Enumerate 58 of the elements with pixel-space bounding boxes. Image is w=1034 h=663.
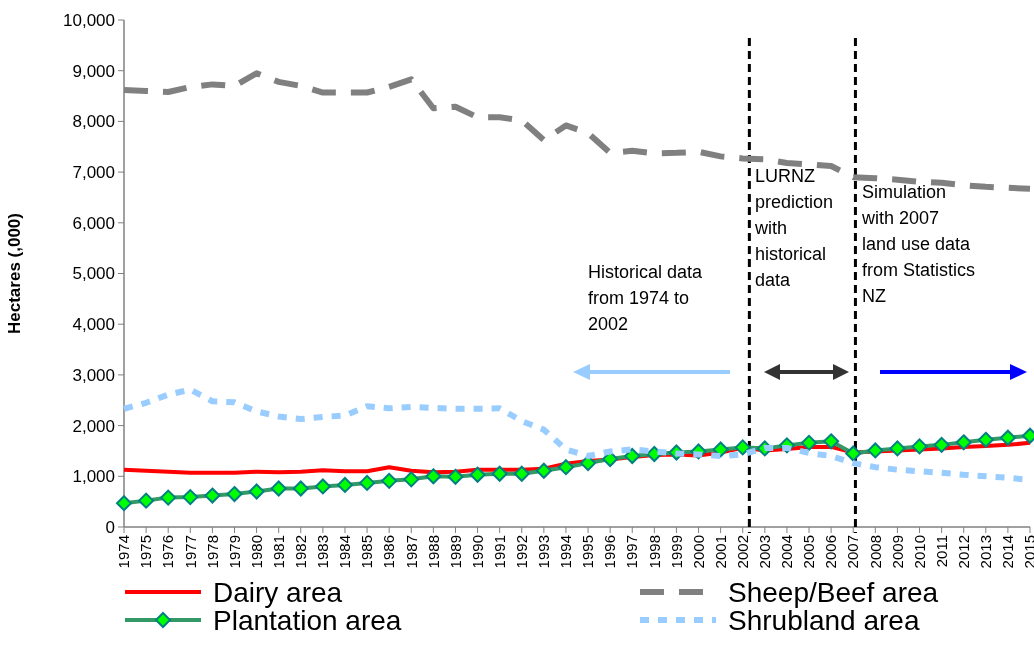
- x-tick-label: 2007: [844, 535, 862, 569]
- x-tick-label: 1975: [137, 535, 155, 569]
- x-tick-label: 1981: [269, 535, 287, 569]
- x-tick-label: 2010: [910, 535, 928, 569]
- x-tick-label: 2006: [822, 535, 840, 569]
- x-tick-label: 1985: [358, 535, 376, 569]
- y-tick-label: 1,000: [72, 467, 115, 487]
- x-tick-label: 2005: [800, 535, 818, 569]
- y-tick-label: 2,000: [72, 416, 115, 436]
- y-tick-label: 4,000: [72, 315, 115, 335]
- x-tick-label: 1977: [181, 535, 199, 569]
- y-tick-label: 8,000: [72, 112, 115, 132]
- annotation: Simulation with 2007 land use data from Statistics NZ: [861, 182, 976, 306]
- y-tick-label: 5,000: [72, 264, 115, 284]
- x-tick-label: 2013: [977, 535, 995, 569]
- x-tick-label: 2001: [711, 535, 729, 569]
- y-tick-label: 0: [105, 517, 115, 537]
- x-tick-label: 2002: [733, 535, 751, 569]
- x-tick-label: 1997: [623, 535, 641, 569]
- x-tick-label: 1974: [115, 535, 133, 569]
- x-tick-label: 2000: [689, 535, 707, 569]
- x-tick-label: 1998: [645, 535, 663, 569]
- y-tick-label: 3,000: [72, 365, 115, 385]
- annotation: LURNZ prediction with historical data: [754, 166, 834, 290]
- annotation: Historical data from 1974 to 2002: [588, 262, 704, 334]
- legend-label: Sheep/Beef area: [728, 576, 939, 608]
- x-tick-label: 1994: [557, 535, 575, 569]
- x-tick-label: 1988: [424, 535, 442, 569]
- x-tick-label: 2003: [756, 535, 774, 569]
- x-tick-label: 1987: [402, 535, 420, 569]
- x-tick-label: 1989: [446, 535, 464, 569]
- y-tick-label: 9,000: [72, 61, 115, 81]
- x-tick-label: 1983: [314, 535, 332, 569]
- y-tick-label: 10,000: [63, 10, 115, 30]
- x-tick-label: 1993: [535, 535, 553, 569]
- y-axis-title: Hectares (,000): [5, 213, 24, 334]
- x-tick-label: 1999: [667, 535, 685, 569]
- x-tick-label: 1991: [490, 535, 508, 569]
- x-tick-label: 1996: [601, 535, 619, 569]
- x-tick-label: 1995: [579, 535, 597, 569]
- x-tick-label: 1976: [159, 535, 177, 569]
- x-tick-label: 1984: [336, 535, 354, 569]
- x-tick-label: 2009: [888, 535, 906, 569]
- legend-label: Dairy area: [213, 576, 343, 608]
- y-tick-label: 7,000: [72, 163, 115, 183]
- x-tick-label: 1982: [292, 535, 310, 569]
- x-tick-label: 1990: [468, 535, 486, 569]
- x-tick-label: 1986: [380, 535, 398, 569]
- x-tick-label: 2014: [999, 535, 1017, 569]
- x-tick-label: 1980: [247, 535, 265, 569]
- x-tick-label: 1992: [513, 535, 531, 569]
- x-tick-label: 2011: [932, 535, 950, 568]
- y-tick-label: 6,000: [72, 213, 115, 233]
- x-tick-label: 2008: [866, 535, 884, 569]
- x-tick-label: 2004: [778, 535, 796, 569]
- x-tick-label: 1979: [225, 535, 243, 569]
- x-tick-label: 2012: [954, 535, 972, 569]
- x-tick-label: 1978: [203, 535, 221, 569]
